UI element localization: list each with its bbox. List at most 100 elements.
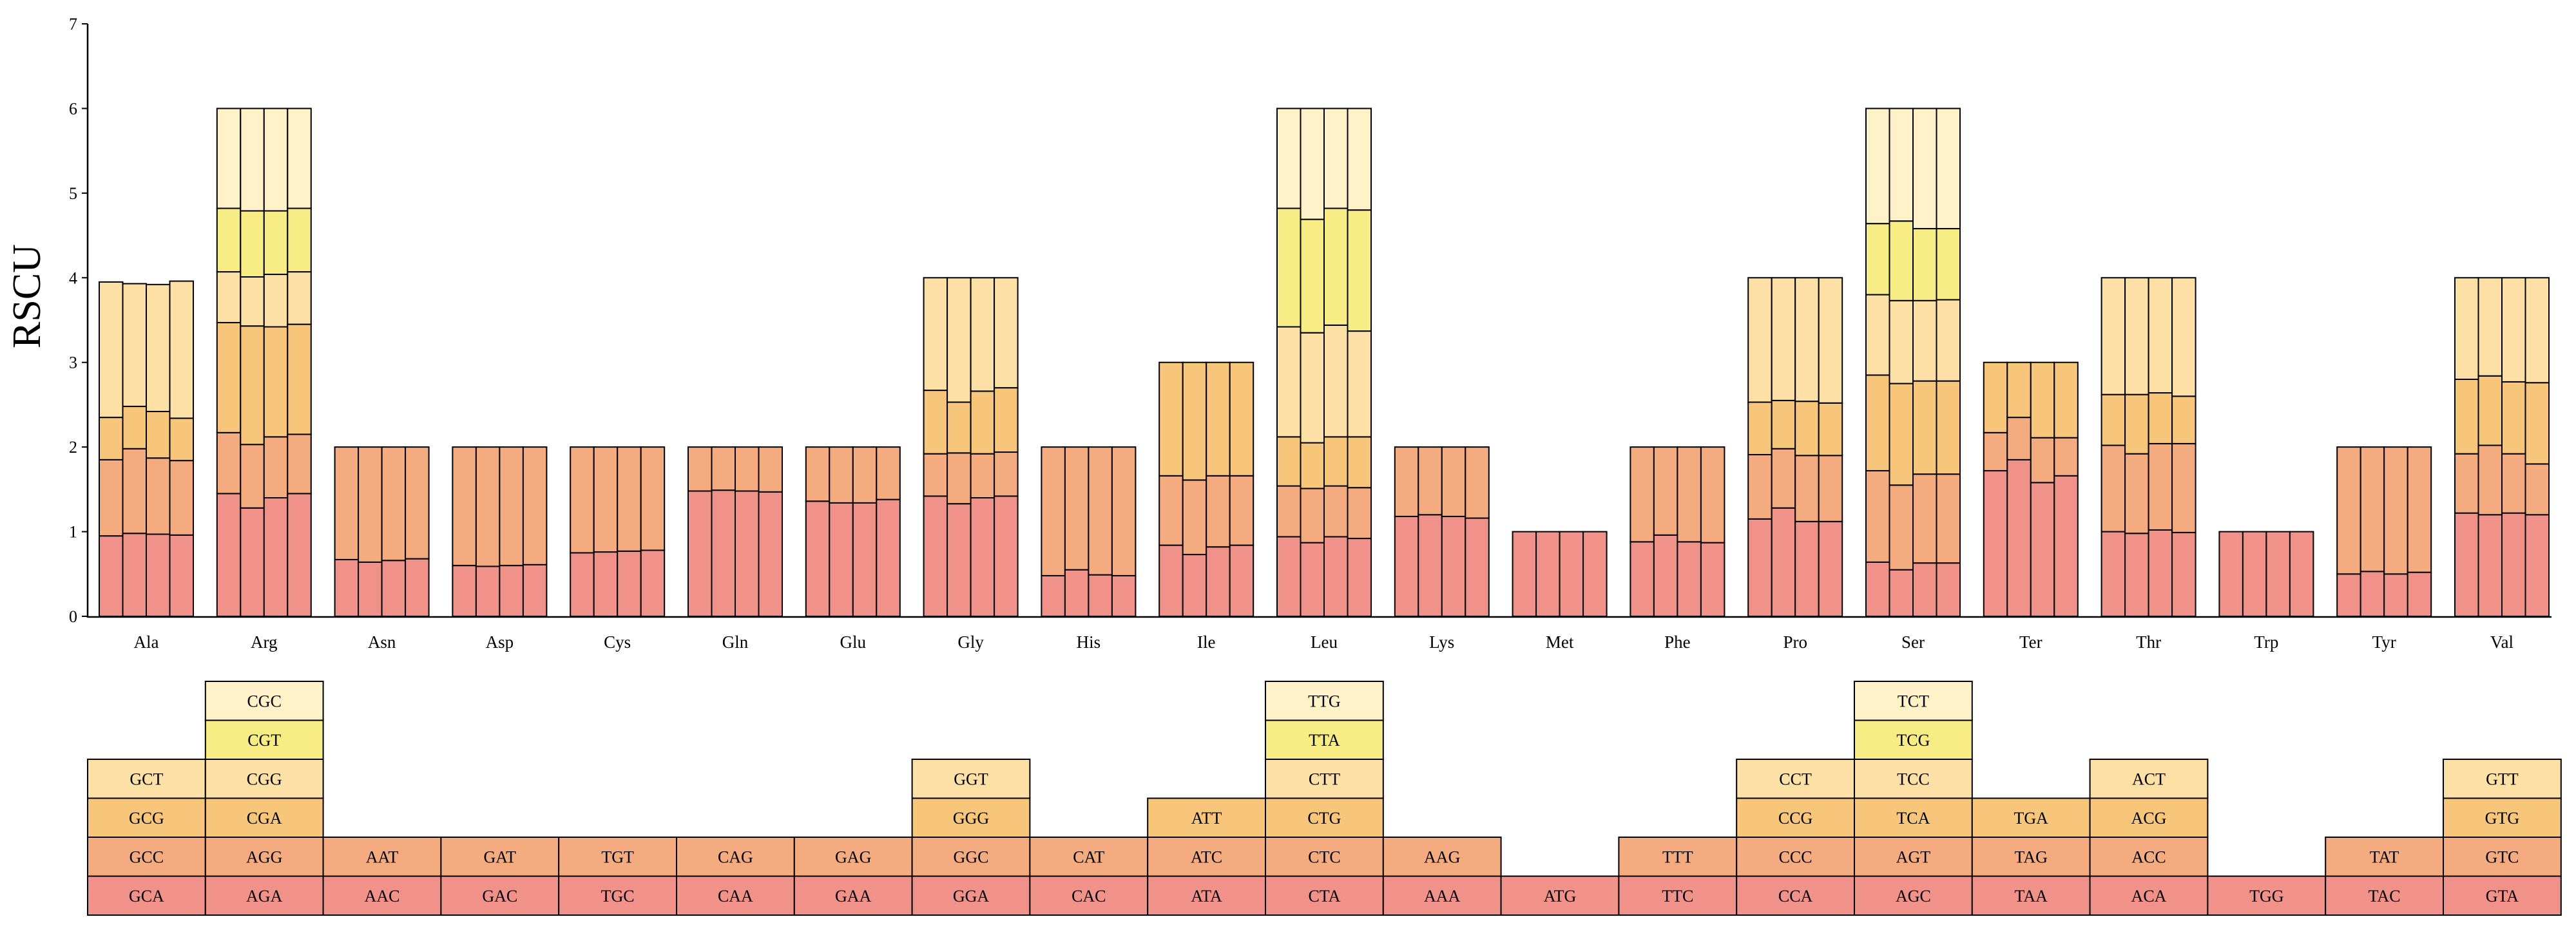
bar-segment (522, 563, 548, 617)
bar-segment (334, 558, 360, 618)
codon-label: GGA (953, 887, 990, 905)
bar-segment (1111, 574, 1137, 618)
bar-segment (640, 549, 666, 617)
bar-segment (499, 446, 524, 567)
bar-segment (1064, 569, 1090, 618)
codon-cell (793, 875, 913, 916)
codon-label: GTA (2486, 887, 2519, 905)
codon-cell (2089, 759, 2209, 799)
bar-group-leu (1276, 108, 1372, 618)
bar-segment (1323, 485, 1349, 538)
bar-segment (2053, 437, 2079, 477)
codon-label: GAA (835, 887, 872, 905)
codon-cell (793, 837, 913, 877)
bar-segment (2171, 442, 2196, 533)
codon-cell (1265, 681, 1384, 721)
bar-segment (263, 210, 289, 276)
bar-segment (617, 446, 642, 552)
bar-segment (1323, 536, 1349, 618)
y-tick-label: 0 (69, 607, 77, 626)
bar-segment (1936, 108, 1961, 230)
bar-segment (970, 277, 995, 392)
codon-label: CTC (1308, 848, 1341, 866)
bar-segment (2524, 382, 2550, 465)
bar-segment (1158, 544, 1184, 617)
bar-segment (2360, 446, 2385, 573)
bar-segment (1323, 436, 1349, 487)
codon-label: TTG (1308, 692, 1341, 710)
bar-segment (1418, 514, 1443, 617)
bar-group-asp (452, 446, 548, 618)
codon-label: CCG (1778, 809, 1812, 828)
codon-cell (1854, 719, 1973, 760)
bar-segment (2171, 395, 2196, 444)
codon-cell (1382, 837, 1502, 877)
codon-cell (1265, 837, 1384, 877)
y-axis-title: RSCU (5, 244, 49, 348)
bar-segment (2148, 392, 2173, 444)
bar-segment (216, 431, 242, 495)
codon-label: CCA (1778, 887, 1813, 905)
bar-segment (1535, 531, 1561, 617)
bar-segment (1182, 554, 1207, 617)
bar-segment (2148, 277, 2173, 394)
bar-segment (1889, 299, 1914, 384)
bar-segment (1441, 515, 1466, 618)
codon-label: GCA (129, 887, 164, 905)
codon-label: TCC (1897, 770, 1930, 788)
x-tick-label: Ile (1197, 632, 1215, 652)
y-tick-label: 7 (69, 15, 77, 33)
codon-label: CTG (1307, 809, 1341, 828)
bar-segment (711, 489, 736, 618)
bar-segment (2501, 512, 2526, 618)
bar-group-cys (570, 446, 666, 618)
codon-cell (1971, 797, 2091, 838)
x-tick-label: Val (2490, 632, 2514, 652)
bar-segment (1794, 401, 1820, 457)
bar-segment (1936, 380, 1961, 475)
codon-label: ACG (2131, 809, 2167, 828)
bar-segment (2477, 277, 2503, 377)
codon-cell (204, 719, 324, 760)
codon-label: CGG (247, 770, 282, 788)
bar-segment (146, 283, 171, 412)
bar-segment (923, 495, 948, 617)
codon-label: TGT (601, 848, 634, 866)
bar-segment (1912, 473, 1937, 564)
y-tick-label: 2 (69, 438, 77, 457)
bar-segment (2030, 361, 2055, 439)
bar-segment (2477, 375, 2503, 446)
bar-segment (1936, 299, 1961, 382)
codon-cell (1147, 837, 1266, 877)
bar-segment (99, 535, 124, 618)
bar-segment (947, 401, 972, 454)
codon-cell (2443, 797, 2562, 838)
bar-segment (2501, 277, 2526, 383)
x-tick-label: Pro (1783, 632, 1807, 652)
bar-segment (1889, 569, 1914, 618)
bar-segment (1677, 446, 1702, 543)
bar-segment (876, 446, 901, 500)
codon-cell (1382, 875, 1502, 916)
bar-segment (2100, 277, 2126, 395)
x-tick-label: Cys (604, 632, 631, 652)
codon-label: AAG (1424, 848, 1460, 866)
bar-segment (1677, 541, 1702, 617)
bar-segment (947, 277, 972, 403)
codon-cell (440, 875, 560, 916)
bar-segment (2407, 446, 2432, 573)
bar-segment (1912, 380, 1937, 475)
bar-segment (240, 507, 265, 617)
bar-group-ter (1983, 361, 2079, 618)
codon-label: GCG (129, 809, 164, 828)
bar-segment (475, 446, 501, 567)
bar-group-pro (1747, 277, 1843, 617)
bar-segment (1323, 324, 1349, 438)
bar-segment (216, 108, 242, 209)
codon-label: TCG (1896, 731, 1930, 750)
bar-segment (829, 502, 854, 618)
bar-segment (1347, 330, 1372, 438)
bar-segment (1276, 108, 1302, 209)
bar-segment (1158, 475, 1184, 546)
